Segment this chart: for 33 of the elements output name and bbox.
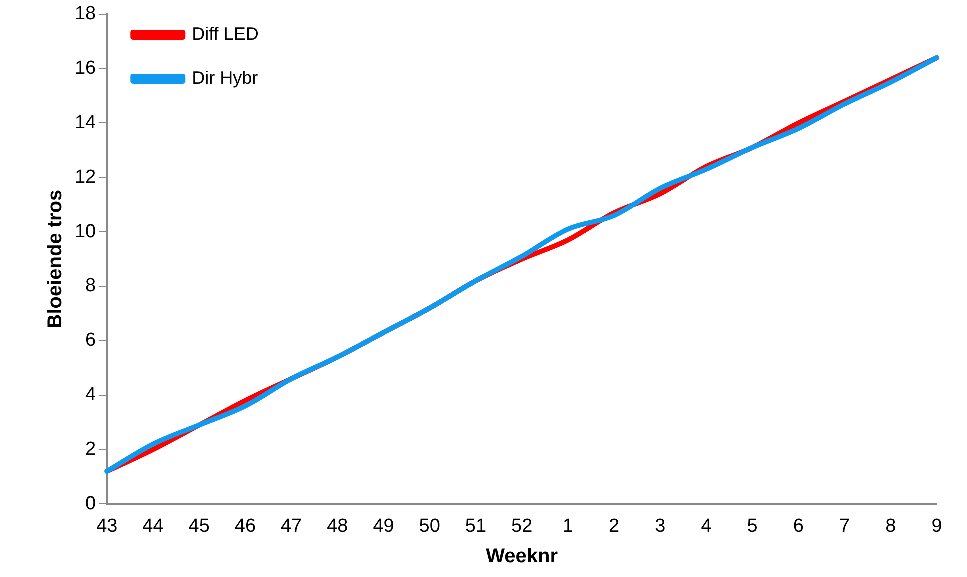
x-tick-label: 5 (747, 516, 758, 537)
x-tick-label: 4 (701, 516, 712, 537)
x-axis-title: Weeknr (486, 546, 558, 568)
x-tick-label: 3 (655, 516, 666, 537)
x-tick-label: 1 (562, 516, 574, 537)
x-tick-label: 47 (280, 516, 302, 537)
y-tick-label: 10 (74, 221, 96, 242)
y-tick-label: 16 (74, 58, 96, 80)
y-axis-title: Bloeiende tros (44, 190, 67, 329)
x-tick-label: 44 (142, 516, 164, 537)
x-tick-label: 48 (327, 516, 348, 537)
x-tick-label: 6 (793, 516, 804, 537)
y-tick-label: 12 (74, 166, 96, 188)
y-tick-label: 2 (86, 439, 96, 460)
x-tick-label: 45 (188, 516, 210, 537)
y-tick-label: 18 (74, 4, 96, 25)
x-tick-label: 51 (465, 516, 487, 537)
x-tick-label: 49 (373, 516, 394, 537)
x-tick-label: 7 (840, 516, 850, 537)
x-tick-label: 8 (886, 516, 896, 537)
y-tick-label: 8 (86, 276, 96, 297)
x-tick-label: 52 (511, 516, 533, 537)
x-tick-label: 9 (932, 516, 942, 537)
x-tick-label: 2 (608, 516, 620, 537)
legend-label: Diff LED (192, 24, 259, 44)
legend-label: Dir Hybr (192, 68, 258, 88)
y-tick-label: 14 (74, 112, 97, 134)
x-tick-label: 46 (234, 516, 256, 537)
x-tick-label: 43 (96, 516, 118, 537)
y-tick-label: 4 (86, 384, 97, 406)
y-tick-label: 0 (86, 493, 96, 514)
y-tick-label: 6 (86, 330, 96, 352)
x-tick-label: 50 (419, 516, 440, 537)
